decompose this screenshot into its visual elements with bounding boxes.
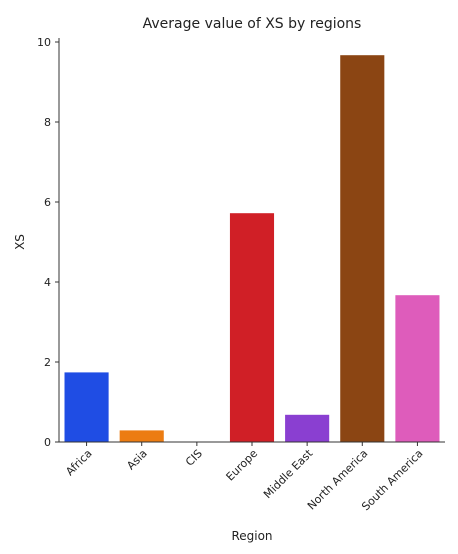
y-tick-label: 0 bbox=[44, 436, 51, 449]
y-tick-label: 10 bbox=[37, 36, 51, 49]
bar-asia bbox=[119, 430, 164, 442]
x-tick-label: Europe bbox=[224, 447, 261, 484]
x-tick-label: CIS bbox=[183, 447, 205, 469]
bar-europe bbox=[229, 213, 275, 442]
chart-title: Average value of XS by regions bbox=[143, 16, 362, 32]
y-tick-label: 2 bbox=[44, 356, 51, 369]
x-tick-label: Africa bbox=[63, 447, 94, 478]
bar-north-america bbox=[340, 55, 385, 442]
x-tick-label: Asia bbox=[124, 447, 150, 473]
bar-middle-east bbox=[285, 414, 330, 442]
x-tick-label: Middle East bbox=[261, 446, 316, 501]
y-tick-label: 4 bbox=[44, 276, 51, 289]
x-axis-label: Region bbox=[231, 529, 272, 543]
y-tick-label: 8 bbox=[44, 116, 51, 129]
bar-south-america bbox=[395, 295, 440, 442]
bar-africa bbox=[64, 372, 109, 442]
y-tick-label: 6 bbox=[44, 196, 51, 209]
y-axis-label: XS bbox=[13, 234, 27, 250]
